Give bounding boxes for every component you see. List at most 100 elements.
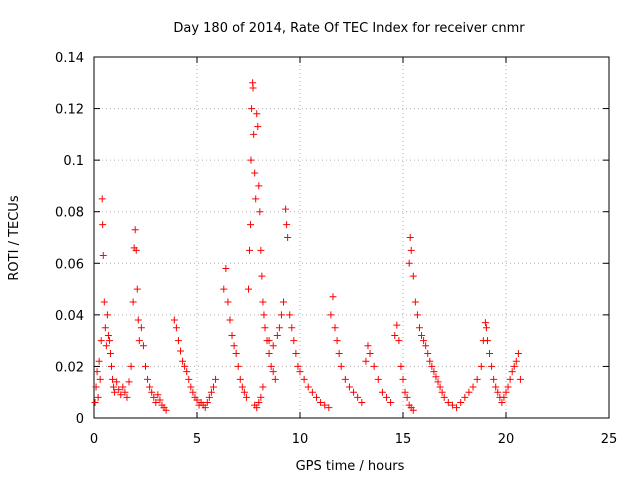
data-point (259, 383, 267, 391)
data-point (111, 388, 119, 396)
y-axis-ticks: 0 0.02 0.04 0.06 0.08 0.1 0.12 0.14 (55, 51, 609, 427)
data-point (254, 123, 262, 131)
data-point (453, 404, 461, 412)
data-point (492, 383, 500, 391)
data-point (170, 316, 178, 324)
data-point (135, 337, 143, 345)
data-point (296, 368, 304, 376)
data-point (137, 324, 145, 332)
data-point (177, 347, 185, 355)
data-point (457, 399, 465, 407)
data-point (438, 388, 446, 396)
data-point (277, 311, 285, 319)
data-point (432, 373, 440, 381)
data-point (255, 399, 263, 407)
data-point (205, 393, 213, 401)
data-point (280, 298, 288, 306)
data-point (362, 357, 370, 365)
data-point (482, 324, 490, 332)
data-point (212, 375, 220, 383)
y-tick-label: 0 (76, 412, 84, 427)
data-point (407, 246, 415, 254)
data-point (350, 388, 358, 396)
data-point (99, 252, 107, 260)
data-point (257, 393, 265, 401)
data-point (189, 388, 197, 396)
data-point (181, 362, 189, 370)
data-point (134, 316, 142, 324)
x-axis-ticks: 0 5 10 15 20 25 (90, 57, 617, 447)
data-point (242, 393, 250, 401)
x-tick-label: 15 (395, 432, 412, 447)
y-axis-label: ROTI / TECUs (7, 195, 22, 280)
data-point (494, 388, 502, 396)
data-point (395, 337, 403, 345)
data-point (156, 396, 164, 404)
data-point (422, 342, 430, 350)
data-point (286, 311, 294, 319)
y-tick-label: 0.02 (55, 360, 84, 375)
data-point (434, 378, 442, 386)
plot-frame (93, 56, 610, 419)
data-point (234, 362, 242, 370)
data-point (201, 404, 209, 412)
data-point (257, 246, 265, 254)
data-point (354, 393, 362, 401)
y-tick-label: 0.14 (55, 51, 84, 66)
data-point (269, 342, 277, 350)
data-point (97, 337, 105, 345)
data-point (271, 375, 279, 383)
data-point (260, 311, 268, 319)
data-point (209, 383, 217, 391)
data-point (259, 298, 267, 306)
data-point (284, 234, 292, 241)
data-point (420, 337, 428, 345)
data-point (127, 362, 135, 370)
data-point (290, 337, 298, 345)
data-point (411, 298, 419, 306)
data-point (110, 383, 118, 391)
data-point (490, 375, 498, 383)
data-point (172, 324, 180, 332)
data-point (185, 375, 193, 383)
data-point (108, 362, 116, 370)
y-tick-label: 0.12 (55, 103, 84, 118)
data-point (100, 298, 108, 306)
data-point (96, 375, 104, 383)
data-point (436, 383, 444, 391)
data-point (207, 388, 215, 396)
data-point (409, 272, 417, 280)
data-point (333, 337, 341, 345)
data-point (101, 324, 109, 332)
data-point (387, 399, 395, 407)
data-point (255, 182, 263, 190)
data-point (265, 337, 273, 345)
data-point (364, 342, 372, 350)
data-point (502, 388, 510, 396)
data-point (473, 375, 481, 383)
data-point (403, 393, 411, 401)
data-point (409, 406, 417, 414)
data-point (261, 324, 269, 332)
data-points (91, 79, 524, 414)
data-point (258, 272, 266, 280)
data-point (125, 378, 133, 386)
data-point (253, 404, 261, 412)
data-point (154, 391, 162, 399)
data-point (401, 388, 409, 396)
data-point (117, 391, 125, 399)
data-point (269, 368, 277, 376)
data-point (105, 337, 113, 345)
data-point (508, 368, 516, 376)
data-point (228, 331, 236, 339)
data-point (486, 350, 494, 358)
data-point (327, 311, 335, 319)
data-point (109, 375, 117, 383)
data-point (418, 331, 426, 339)
data-point (152, 399, 160, 407)
data-point (179, 357, 187, 365)
data-point (430, 368, 438, 376)
data-point (424, 350, 432, 358)
data-point (498, 399, 506, 407)
